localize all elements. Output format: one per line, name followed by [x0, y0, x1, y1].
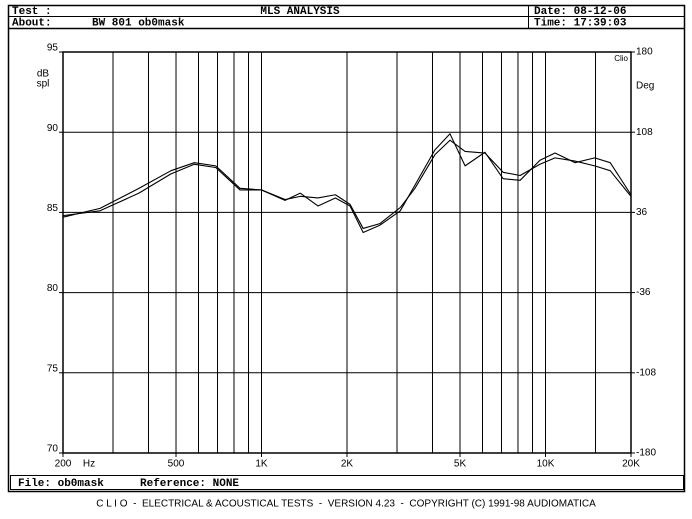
data-line	[62, 133, 632, 233]
x-tick-label: 20K	[622, 459, 640, 470]
plot: 200 500 1K 2K 5K 10K 20K Hz 95 90 85 80 75 70 180 108 36…	[37, 43, 657, 470]
y2-tick-label: 36	[636, 207, 648, 218]
x-tick-label: 200	[55, 459, 72, 470]
y-tick-label: 85	[47, 203, 59, 214]
x-tick-label: 2K	[341, 459, 354, 470]
data-line	[62, 139, 632, 229]
plot-border	[62, 51, 632, 454]
y2-tick-label: 180	[636, 47, 653, 58]
footer-box	[10, 475, 684, 490]
about: BW 801 ob0mask	[92, 17, 185, 29]
x-tick-label: 500	[168, 459, 185, 470]
y-tick-label: 80	[47, 283, 59, 294]
credits: C L I O - ELECTRICAL & ACOUSTICAL TESTS …	[96, 499, 596, 510]
y-axis-label: spl	[37, 79, 50, 90]
y-tick-label: 75	[47, 363, 59, 374]
reference: Reference: NONE	[140, 478, 239, 490]
y2-tick-label: -108	[636, 367, 656, 378]
file: File: ob0mask	[18, 478, 104, 490]
y-tick-label: 70	[47, 444, 59, 455]
y2-axis-label: Deg	[636, 81, 654, 92]
y-tick-label: 90	[47, 123, 59, 134]
x-tick-label: 1K	[255, 459, 268, 470]
header-title: MLS ANALYSIS	[260, 6, 340, 18]
y-axis-label: dB	[37, 69, 50, 80]
x-tick-label: 10K	[537, 459, 555, 470]
x-tick-label: 5K	[454, 459, 467, 470]
time: Time: 17:39:03	[534, 17, 627, 29]
corner-label: Clio	[614, 54, 628, 63]
y2-tick-label: -180	[636, 448, 656, 459]
date: Date: 08-12-06	[534, 6, 626, 18]
frame	[7, 4, 686, 493]
y2-tick-label: 108	[636, 127, 653, 138]
about-label: About:	[12, 17, 52, 29]
test-label: Test :	[12, 6, 52, 18]
y2-tick-label: -36	[636, 287, 651, 298]
y-tick-label: 95	[47, 43, 59, 54]
x-unit: Hz	[83, 459, 95, 470]
